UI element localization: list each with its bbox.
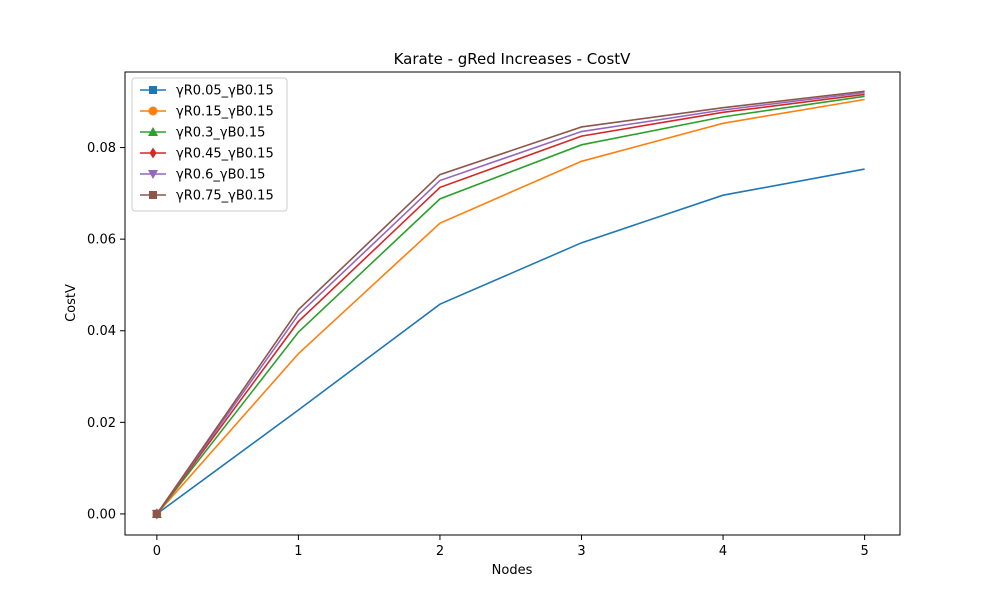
x-tick-label: 0 (153, 544, 161, 559)
legend-marker (148, 106, 158, 116)
legend-label: γR0.75_γB0.15 (176, 189, 274, 204)
plot-area: 0 1 2 3 4 50.000.020.040.060.08γR0.05_γB0.15γ… (87, 71, 901, 559)
legend-item: γR0.45_γB0.15 (140, 147, 274, 162)
legend-item: γR0.3_γB0.15 (140, 126, 265, 141)
series-line (156, 168, 865, 515)
series-line (156, 90, 865, 515)
legend-marker (148, 127, 158, 136)
legend-marker (149, 147, 157, 159)
legend-item: γR0.6_γB0.15 (140, 168, 265, 183)
y-tick-label: 0.06 (87, 233, 116, 248)
legend-marker (149, 191, 157, 199)
x-tick-label: 5 (860, 544, 868, 559)
series-line (156, 91, 865, 515)
x-tick-label: 1 (294, 544, 302, 559)
chart-title: Karate - gRed Increases - CostV (394, 50, 632, 68)
series-line (156, 93, 865, 515)
legend-label: γR0.6_γB0.15 (176, 168, 265, 183)
legend-label: γR0.15_γB0.15 (176, 105, 274, 120)
series-6 (152, 90, 865, 518)
x-tick-label: 3 (577, 544, 585, 559)
y-axis-label: CostV (64, 284, 79, 322)
legend: γR0.05_γB0.15 γR0.15_γB0.15 γR0.3_γB0.15 γR… (131, 77, 288, 212)
x-tick-label: 2 (436, 544, 444, 559)
plot-frame (124, 71, 901, 536)
legend-item: γR0.15_γB0.15 (140, 105, 274, 120)
series-line (156, 95, 865, 515)
y-tick-label: 0.08 (87, 141, 116, 156)
legend-marker (148, 170, 158, 179)
series-line (156, 98, 865, 515)
legend-label: γR0.45_γB0.15 (176, 147, 274, 162)
y-tick-label: 0.00 (87, 507, 116, 522)
legend-marker (149, 86, 157, 94)
data-point (152, 509, 161, 518)
legend-item: γR0.05_γB0.15 (140, 84, 274, 99)
legend-label: γR0.05_γB0.15 (176, 84, 274, 99)
x-tick-label: 4 (719, 544, 727, 559)
legend-item: γR0.75_γB0.15 (140, 189, 274, 204)
legend-label: γR0.3_γB0.15 (176, 126, 265, 141)
y-tick-label: 0.02 (87, 416, 116, 431)
y-tick-label: 0.04 (87, 324, 116, 339)
x-axis-label: Nodes (492, 563, 533, 578)
legend-box (131, 77, 288, 212)
